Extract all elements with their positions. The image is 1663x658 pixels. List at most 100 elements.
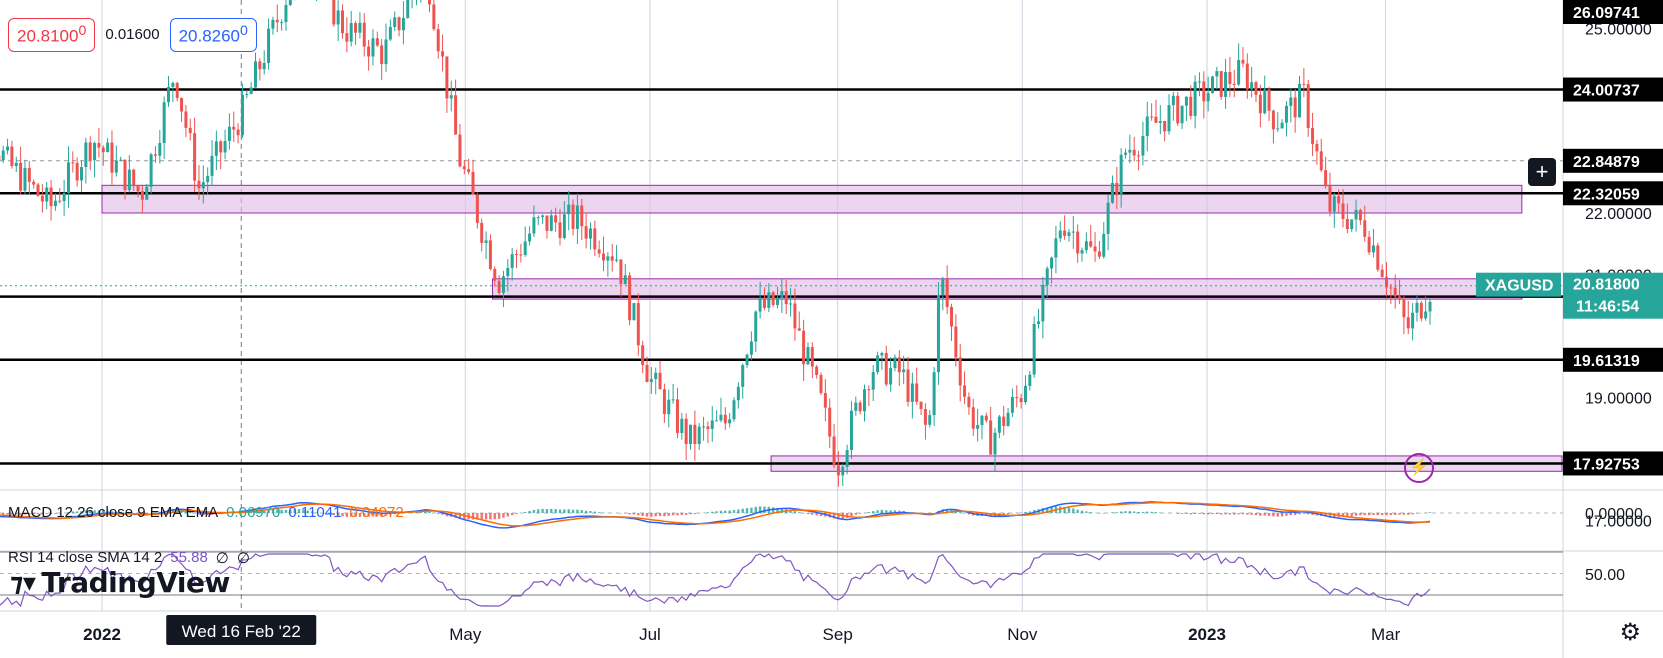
candle-body	[1128, 149, 1132, 153]
candle-body	[6, 146, 10, 151]
macd-histogram-bar	[19, 513, 22, 515]
candle-body	[271, 19, 275, 29]
tradingview-logo: ⁊▾ TradingView	[10, 566, 230, 599]
macd-histogram-bar	[576, 509, 579, 513]
macd-histogram-bar	[754, 506, 757, 513]
macd-histogram-bar	[693, 513, 697, 515]
candle-body	[1071, 231, 1075, 233]
add-alert-plus-icon[interactable]: +	[1528, 158, 1556, 186]
candle-body	[1228, 72, 1232, 84]
buy-price-suffix: 0	[240, 23, 248, 39]
price-axis-tick: 17.00000	[1585, 514, 1652, 531]
candle-body	[580, 205, 584, 227]
candle-body	[928, 415, 932, 425]
macd-histogram-bar	[289, 509, 292, 513]
macd-histogram-bar	[510, 513, 514, 516]
candle-body	[632, 303, 636, 321]
candle-body	[667, 399, 671, 415]
candle-body	[858, 402, 862, 412]
zone-rect[interactable]	[101, 184, 1523, 214]
macd-histogram-bar	[684, 513, 688, 515]
macd-histogram-bar	[267, 509, 270, 513]
buy-price: 20.8260	[178, 26, 241, 46]
lightning-icon[interactable]: ⚡	[1404, 453, 1434, 483]
macd-histogram-bar	[389, 513, 392, 515]
macd-histogram-bar	[1363, 513, 1366, 516]
macd-histogram-bar	[1180, 513, 1184, 514]
candle-body	[675, 399, 679, 434]
candle-body	[554, 215, 558, 223]
candle-body	[371, 38, 375, 57]
macd-histogram-bar	[959, 512, 962, 513]
candle-body	[1398, 296, 1402, 300]
rsi-legend[interactable]: RSI 14 close SMA 14 2 55.88 ∅ ∅	[8, 549, 250, 567]
candle-body	[1350, 219, 1354, 230]
macd-histogram-bar	[1137, 511, 1140, 513]
candle-body	[741, 365, 745, 387]
macd-histogram-bar	[1376, 513, 1380, 516]
macd-histogram-bar	[832, 513, 836, 519]
buy-price-box[interactable]: 20.82600	[169, 18, 257, 52]
macd-histogram-bar	[1233, 513, 1236, 515]
candle-body	[488, 240, 492, 269]
macd-histogram-bar	[28, 513, 31, 515]
candle-body	[541, 215, 545, 218]
macd-histogram-bar	[71, 511, 75, 513]
candle-body	[1367, 236, 1371, 253]
time-axis-label: Mar	[1371, 625, 1401, 644]
level-price-tag	[1563, 347, 1663, 372]
level-price-tag	[1563, 77, 1663, 102]
candle-body	[1002, 416, 1006, 426]
tradingview-mark-icon: ⁊▾	[10, 567, 36, 598]
macd-histogram-bar	[1119, 511, 1123, 513]
candle-body	[715, 420, 719, 422]
candle-body	[1080, 250, 1084, 254]
macd-histogram-bar	[741, 508, 744, 513]
price-axis-tick: 25.00000	[1585, 22, 1652, 39]
macd-histogram-bar	[1176, 513, 1179, 514]
sell-price-box[interactable]: 20.81000	[8, 18, 96, 52]
candle-body	[784, 291, 788, 305]
macd-histogram-bar	[558, 509, 562, 513]
candle-body	[123, 159, 127, 191]
candle-body	[884, 352, 888, 385]
candle-body	[10, 146, 14, 167]
candle-body	[110, 142, 114, 173]
candle-body	[32, 181, 36, 185]
candle-body	[127, 169, 131, 191]
level-price-label: 24.00737	[1573, 83, 1640, 100]
candle-body	[1176, 95, 1180, 124]
macd-histogram-bar	[1059, 506, 1062, 513]
macd-name: MACD 12 26 close 9 EMA EMA	[8, 504, 219, 521]
candle-body	[693, 424, 697, 445]
macd-histogram-bar	[654, 513, 657, 517]
candle-body	[245, 93, 249, 95]
macd-histogram-bar	[358, 513, 362, 517]
macd-histogram-bar	[1189, 513, 1192, 515]
macd-histogram-bar	[1293, 513, 1297, 516]
candle-body	[206, 175, 210, 183]
candle-body	[362, 22, 366, 47]
candle-body	[1276, 128, 1280, 130]
macd-histogram-bar	[1311, 513, 1314, 515]
macd-hist-value: 0.06970	[226, 504, 281, 521]
macd-histogram-bar	[367, 513, 370, 517]
candle-body	[193, 133, 197, 181]
macd-histogram-bar	[563, 509, 566, 513]
candle-body	[210, 155, 214, 176]
candle-body	[375, 38, 379, 46]
macd-histogram-bar	[393, 513, 396, 515]
macd-histogram-bar	[545, 509, 549, 513]
candle-body	[945, 279, 949, 307]
candle-body	[27, 167, 31, 182]
settings-gear-icon[interactable]: ⚙	[1619, 619, 1641, 646]
macd-histogram-bar	[872, 511, 875, 513]
candle-body	[641, 345, 645, 365]
macd-pane	[0, 501, 1563, 529]
macd-legend[interactable]: MACD 12 26 close 9 EMA EMA 0.06970 0.110…	[8, 504, 404, 521]
candle-body	[428, 0, 432, 5]
macd-histogram-bar	[1272, 513, 1275, 517]
macd-histogram-bar	[489, 513, 492, 520]
macd-histogram-bar	[776, 507, 779, 513]
